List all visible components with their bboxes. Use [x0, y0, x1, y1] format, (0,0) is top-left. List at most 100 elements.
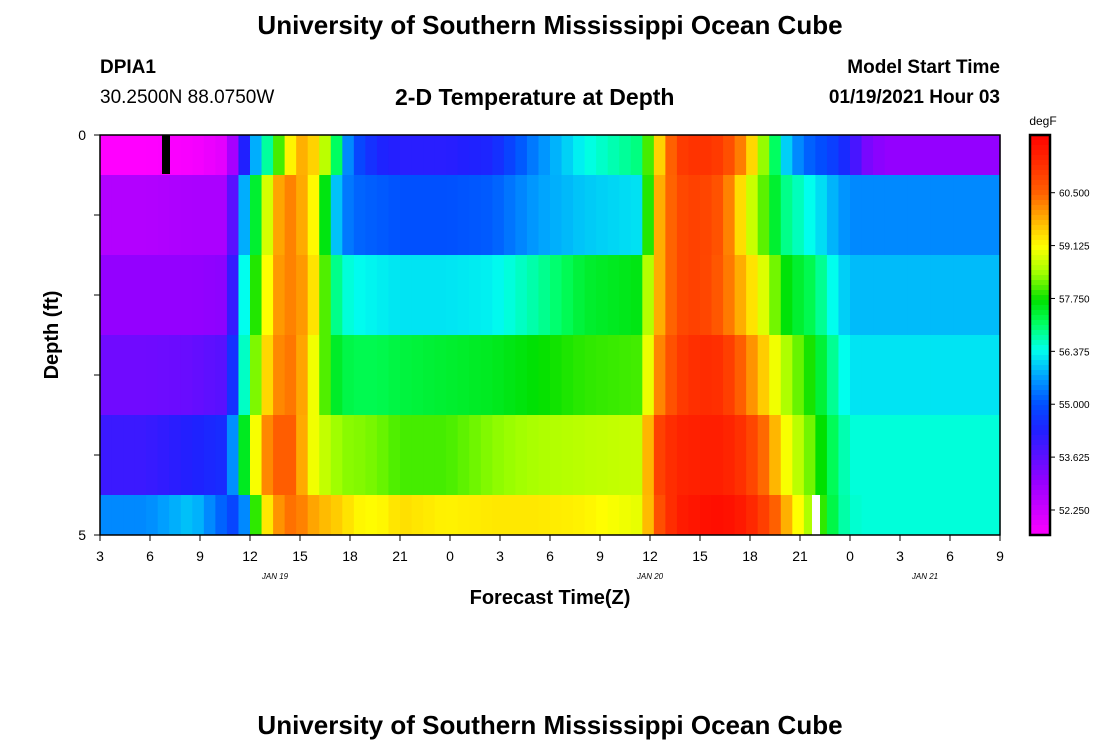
heatmap-cell-1-11 [226, 175, 240, 255]
heatmap-cell-3-38 [538, 335, 551, 415]
heatmap-cell-2-73 [942, 255, 955, 335]
heatmap-cell-0-34 [492, 135, 505, 175]
x-tick-label: 3 [96, 548, 104, 564]
heatmap-cell-4-46 [630, 415, 643, 495]
heatmap-cell-3-15 [273, 335, 286, 415]
colorbar-segment [1030, 225, 1050, 231]
heatmap-cell-4-21 [342, 415, 355, 495]
heatmap-cell-2-11 [226, 255, 240, 335]
heatmap-cell-1-25 [388, 175, 401, 255]
heatmap-cell-5-51 [688, 495, 701, 535]
heatmap-cell-3-28 [423, 335, 436, 415]
heatmap-cell-0-61 [803, 135, 816, 175]
heatmap-cell-3-21 [342, 335, 355, 415]
colorbar-segment [1030, 395, 1050, 401]
heatmap-cell-3-65 [850, 335, 863, 415]
heatmap-cell-1-56 [746, 175, 759, 255]
heatmap-cell-1-17 [296, 175, 309, 255]
heatmap-cell-0-6 [169, 135, 182, 175]
heatmap-cell-5-59 [780, 495, 793, 535]
heatmap-cell-2-48 [653, 255, 666, 335]
page-title: University of Southern Mississippi Ocean… [257, 10, 843, 40]
colorbar-segment [1030, 330, 1050, 336]
heatmap-cell-3-29 [434, 335, 447, 415]
heatmap-cell-5-74 [953, 495, 966, 535]
colorbar-segment [1030, 270, 1050, 276]
heatmap-cell-3-51 [688, 335, 701, 415]
heatmap-cell-1-4 [146, 175, 159, 255]
heatmap-cell-1-58 [769, 175, 782, 255]
heatmap-cell-2-17 [296, 255, 309, 335]
heatmap-cell-3-59 [780, 335, 793, 415]
heatmap-cell-5-22 [353, 495, 366, 535]
heatmap-cell-1-65 [850, 175, 863, 255]
colorbar-segment [1030, 400, 1050, 406]
heatmap-cell-4-43 [596, 415, 609, 495]
heatmap-cell-2-59 [780, 255, 793, 335]
colorbar-segment [1030, 435, 1050, 441]
heatmap-cell-5-37 [526, 495, 540, 535]
heatmap-cell-2-65 [850, 255, 863, 335]
heatmap-cell-2-7 [180, 255, 193, 335]
heatmap-cell-4-44 [607, 415, 620, 495]
heatmap-cell-5-50 [676, 495, 690, 535]
heatmap-cell-1-48 [653, 175, 666, 255]
heatmap-cell-2-53 [711, 255, 724, 335]
heatmap-cell-5-24 [376, 495, 390, 535]
colorbar-segment [1030, 200, 1050, 206]
heatmap-cell-3-48 [653, 335, 666, 415]
x-axis: 3 6 9 12 15 18 21 0 3 6 9 12 15 18 21 0 3 6 9 JAN 19 JAN 20 J… [96, 535, 1004, 581]
heatmap-cell-2-5 [157, 255, 170, 335]
heatmap-cell-4-54 [723, 415, 736, 495]
heatmap-cell-1-73 [942, 175, 955, 255]
heatmap-cell-4-70 [907, 415, 920, 495]
heatmap-cell-1-26 [400, 175, 413, 255]
plot-title: 2-D Temperature at Depth [395, 84, 675, 110]
heatmap-cell-0-29 [434, 135, 447, 175]
colorbar-segment [1030, 410, 1050, 416]
heatmap-cell-2-19 [319, 255, 332, 335]
heatmap-cell-4-50 [676, 415, 690, 495]
heatmap-cell-1-67 [873, 175, 886, 255]
heatmap-cell-1-37 [526, 175, 540, 255]
heatmap-cell-2-76 [976, 255, 990, 335]
heatmap-cell-4-64 [838, 415, 851, 495]
heatmap-cell-1-16 [284, 175, 297, 255]
heatmap-cell-4-38 [538, 415, 551, 495]
heatmap-cell-3-10 [215, 335, 228, 415]
heatmap-cell-3-11 [226, 335, 240, 415]
heatmap-cell-3-12 [238, 335, 251, 415]
heatmap-cell-2-36 [515, 255, 528, 335]
heatmap-cell-0-2 [123, 135, 136, 175]
heatmap-cell-0-39 [550, 135, 563, 175]
colorbar-segment [1030, 150, 1050, 156]
heatmap-cell-1-21 [342, 175, 355, 255]
heatmap-cell-5-16 [284, 495, 297, 535]
heatmap-cell-4-11 [226, 415, 240, 495]
heatmap-cell-2-29 [434, 255, 447, 335]
heatmap-cell-3-13 [250, 335, 263, 415]
heatmap-cell-5-40 [561, 495, 574, 535]
heatmap-cell-4-26 [400, 415, 413, 495]
heatmap-cell-3-54 [723, 335, 736, 415]
heatmap-cell-5-8 [192, 495, 205, 535]
heatmap-cell-4-69 [896, 415, 909, 495]
heatmap-cell-1-19 [319, 175, 332, 255]
heatmap-cell-5-31 [457, 495, 470, 535]
heatmap-cell-5-29 [434, 495, 447, 535]
y-tick-label: 0 [78, 127, 86, 143]
heatmap-cell-1-32 [469, 175, 482, 255]
heatmap-cell-5-9 [203, 495, 216, 535]
heatmap-cell-0-26 [400, 135, 413, 175]
heatmap-cell-1-5 [157, 175, 170, 255]
heatmap-cell-1-63 [826, 175, 840, 255]
colorbar-segment [1030, 430, 1050, 436]
heatmap-cell-5-49 [665, 495, 678, 535]
heatmap-cell-0-25 [388, 135, 401, 175]
heatmap-cell-2-42 [584, 255, 597, 335]
heatmap-cell-4-60 [792, 415, 805, 495]
x-tick-label: 12 [242, 548, 258, 564]
heatmap-cell-3-64 [838, 335, 851, 415]
heatmap-cell-0-43 [596, 135, 609, 175]
colorbar-segment [1030, 495, 1050, 501]
